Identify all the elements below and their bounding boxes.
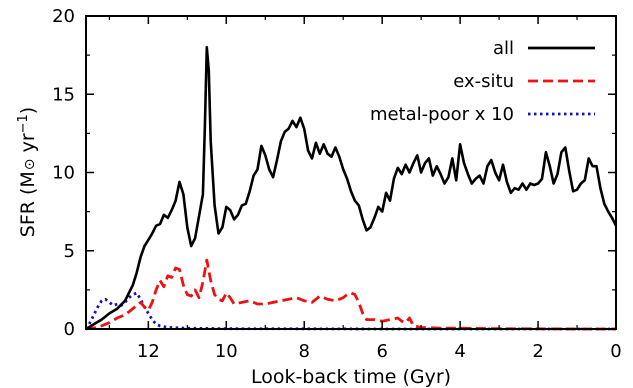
- x-axis-ticks: 12 10 8 6 4 2 0: [108, 16, 622, 362]
- x-tick-label: 12: [137, 341, 160, 362]
- legend: all ex-situ metal-poor x 10: [370, 38, 595, 125]
- y-tick-label: 5: [64, 241, 75, 262]
- plot-frame: [85, 15, 617, 330]
- y-tick-label: 0: [64, 319, 75, 340]
- x-tick-label: 2: [532, 341, 543, 362]
- x-tick-label: 6: [376, 341, 387, 362]
- legend-label-2: ex-situ: [453, 71, 514, 92]
- y-axis-label: SFR (M⊙ yr−1): [16, 107, 39, 237]
- x-tick-label: 8: [299, 341, 310, 362]
- series-line-2: [85, 258, 616, 331]
- x-axis-label: Look-back time (Gyr): [251, 366, 451, 388]
- legend-label-1: all: [493, 38, 514, 59]
- x-tick-label: 4: [454, 341, 465, 362]
- series-layer: [84, 46, 618, 331]
- series-line-1: [85, 46, 618, 331]
- y-axis-ticks: 0 5 10 15 20: [52, 6, 616, 340]
- y-tick-label: 15: [52, 84, 75, 105]
- y-tick-label: 20: [52, 6, 75, 27]
- x-tick-label: 10: [215, 341, 238, 362]
- y-tick-label: 10: [52, 163, 75, 184]
- legend-label-3: metal-poor x 10: [370, 104, 514, 125]
- x-tick-label: 0: [610, 341, 621, 362]
- series-line-3: [84, 291, 616, 331]
